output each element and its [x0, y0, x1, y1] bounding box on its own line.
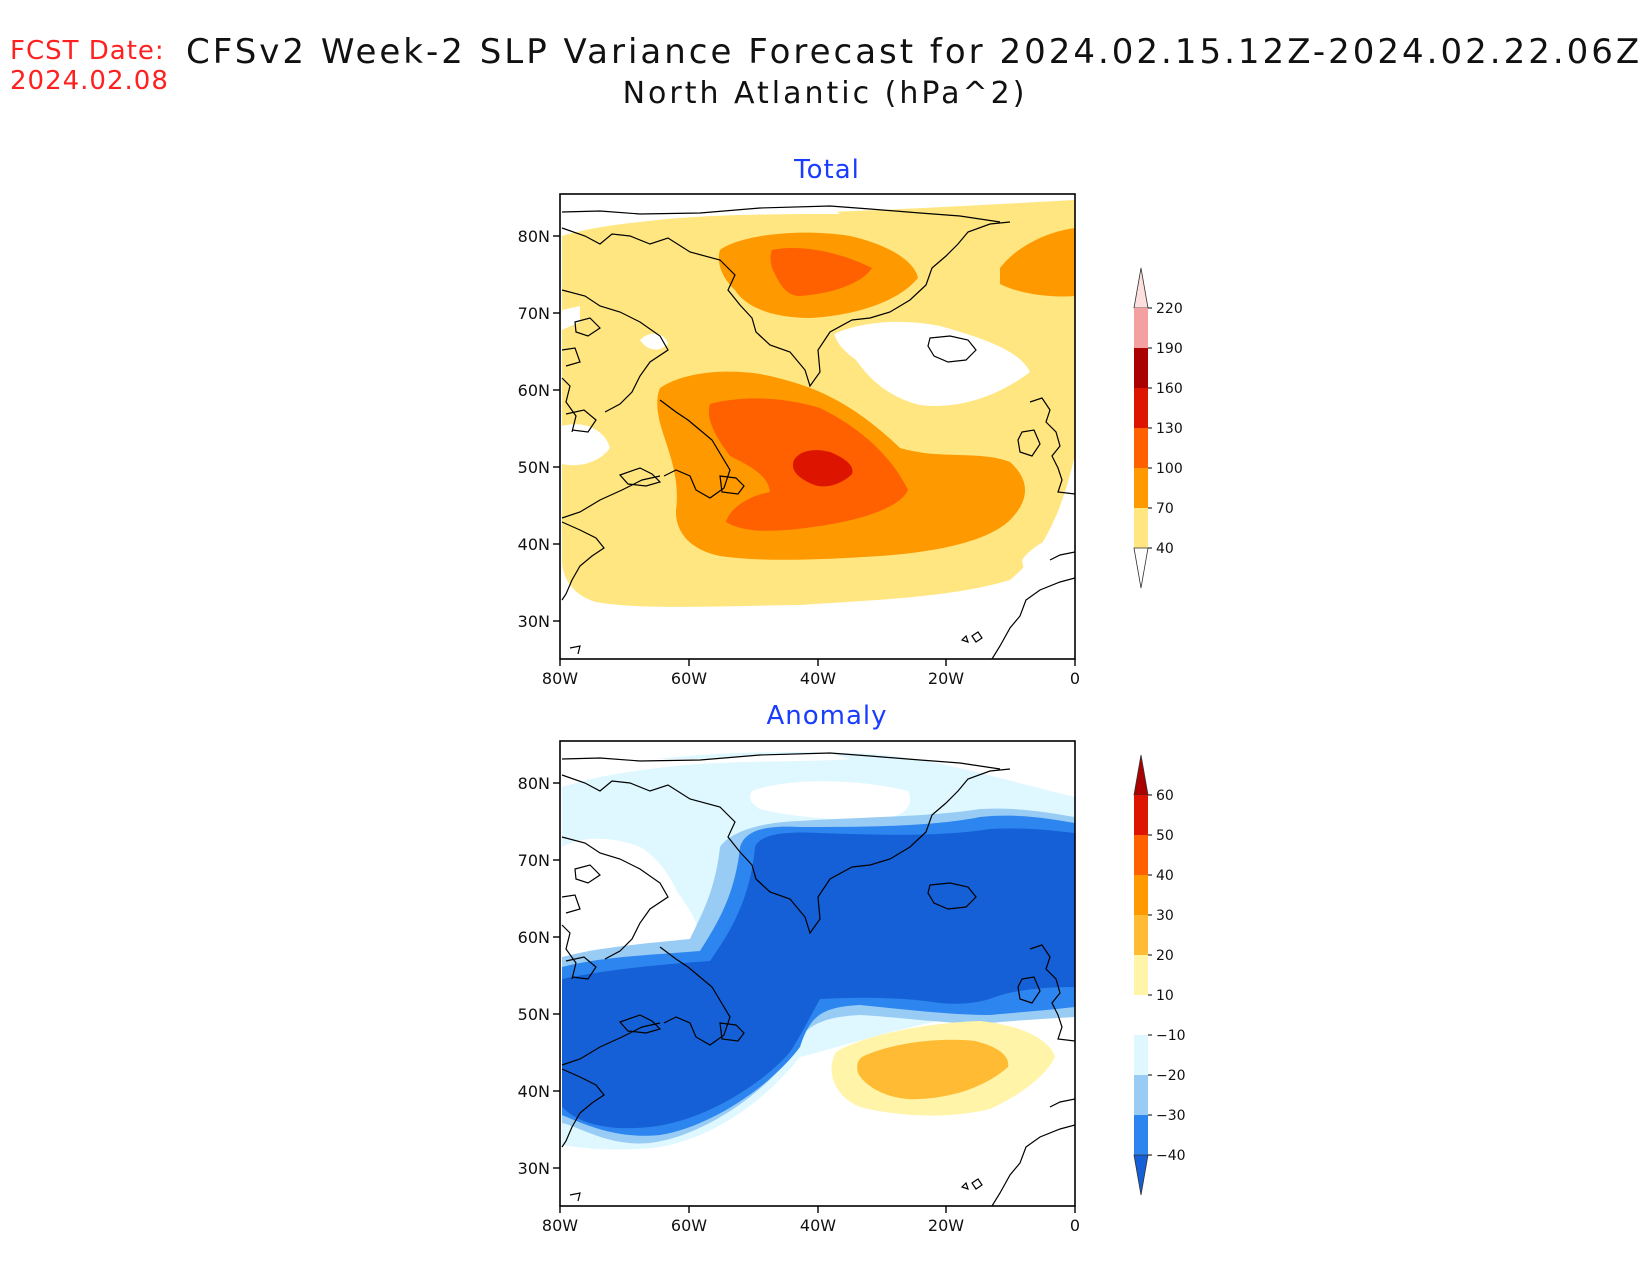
lat-tick-label: 40N [518, 1082, 550, 1101]
colorbar-cap-top [1133, 754, 1149, 796]
colorbar-bin [1134, 875, 1148, 915]
forecast-date-label: FCST Date: [10, 36, 165, 66]
anomaly-variance-field [560, 741, 1075, 1206]
colorbar-label: 40 [1156, 868, 1174, 884]
colorbar-label: −20 [1156, 1068, 1186, 1084]
anomaly-colorbar: 60 50 40 30 20 10 −10 −20 −30 −40 [1133, 754, 1186, 1196]
colorbar-bin [1134, 308, 1148, 348]
colorbar-bin [1134, 995, 1148, 1035]
lat-tick-label: 30N [518, 612, 550, 631]
colorbar-bin [1134, 1075, 1148, 1115]
lon-tick-label: 60W [671, 1216, 707, 1235]
colorbar-label: 20 [1156, 948, 1174, 964]
total-colorbar: 220 190 160 130 100 70 40 [1133, 267, 1183, 589]
lat-tick-label: 30N [518, 1159, 550, 1178]
colorbar-cap-bottom [1133, 1154, 1149, 1196]
colorbar-bin [1134, 508, 1148, 548]
lat-tick-label: 70N [518, 851, 550, 870]
colorbar-cap-bottom [1133, 547, 1149, 589]
forecast-date-value: 2024.02.08 [10, 66, 169, 96]
lat-tick-label: 80N [518, 227, 550, 246]
colorbar-label: 130 [1156, 421, 1183, 437]
panel-title-anomaly: Anomaly [766, 701, 887, 731]
total-axis-ticks [553, 235, 1076, 666]
colorbar-bin [1134, 348, 1148, 388]
lon-tick-label: 80W [542, 1216, 578, 1235]
colorbar-bin [1134, 1035, 1148, 1075]
lat-tick-label: 70N [518, 304, 550, 323]
lat-tick-label: 60N [518, 381, 550, 400]
lon-tick-label: 80W [542, 669, 578, 688]
lat-tick-label: 50N [518, 1005, 550, 1024]
colorbar-bin [1134, 795, 1148, 835]
colorbar-label: 160 [1156, 381, 1183, 397]
colorbar-label: 220 [1156, 301, 1183, 317]
colorbar-bin [1134, 388, 1148, 428]
lat-tick-label: 40N [518, 535, 550, 554]
colorbar-label: 50 [1156, 828, 1174, 844]
colorbar-bin [1134, 915, 1148, 955]
colorbar-bin [1134, 468, 1148, 508]
colorbar-label: −10 [1156, 1028, 1186, 1044]
panel-title-total: Total [793, 155, 860, 185]
colorbar-label: −40 [1156, 1148, 1186, 1164]
lon-tick-label: 0 [1070, 1216, 1080, 1235]
colorbar-label: 40 [1156, 541, 1174, 557]
colorbar-bin [1134, 428, 1148, 468]
lon-tick-label: 40W [800, 1216, 836, 1235]
colorbar-label: 100 [1156, 461, 1183, 477]
map-subtitle: North Atlantic (hPa^2) [622, 76, 1028, 111]
lon-tick-label: 40W [800, 669, 836, 688]
colorbar-label: 10 [1156, 988, 1174, 1004]
lat-tick-label: 60N [518, 928, 550, 947]
total-variance-field [560, 194, 1075, 659]
colorbar-label: 60 [1156, 788, 1174, 804]
colorbar-cap-top [1133, 267, 1149, 309]
colorbar-label: −30 [1156, 1108, 1186, 1124]
map-title: CFSv2 Week-2 SLP Variance Forecast for 2… [186, 32, 1643, 72]
lon-tick-label: 0 [1070, 669, 1080, 688]
colorbar-label: 30 [1156, 908, 1174, 924]
lon-tick-label: 20W [928, 669, 964, 688]
lon-tick-label: 60W [671, 669, 707, 688]
lat-tick-label: 80N [518, 774, 550, 793]
colorbar-label: 70 [1156, 501, 1174, 517]
colorbar-bin [1134, 955, 1148, 995]
lon-tick-label: 20W [928, 1216, 964, 1235]
colorbar-label: 190 [1156, 341, 1183, 357]
colorbar-bin [1134, 1115, 1148, 1155]
lat-tick-label: 50N [518, 458, 550, 477]
colorbar-bin [1134, 835, 1148, 875]
anomaly-axis-ticks [553, 782, 1076, 1213]
